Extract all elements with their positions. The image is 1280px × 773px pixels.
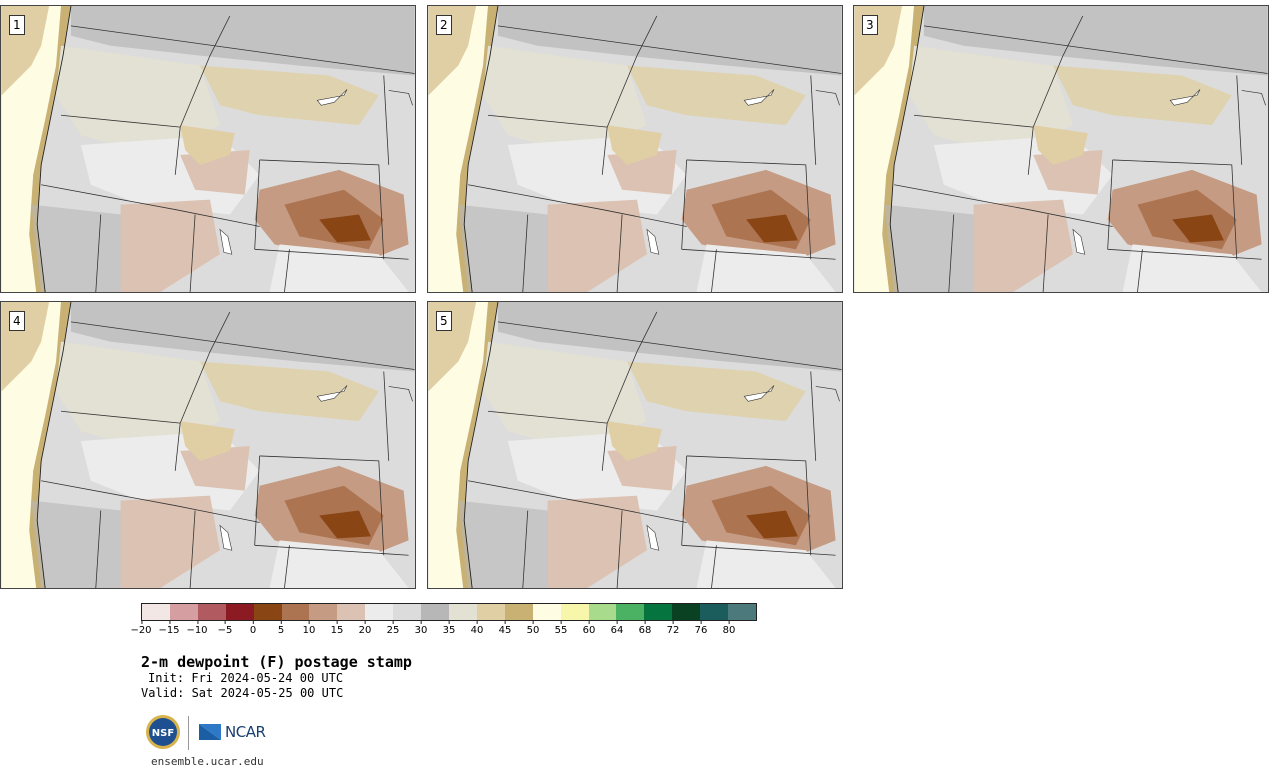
colorbar-tick-label: −5 [217,620,233,636]
dewpoint-colorbar [141,603,757,621]
colorbar-swatch [421,604,449,620]
logo-divider [188,716,189,750]
member-panel-2: 2 [427,5,843,293]
colorbar-swatch [616,604,645,620]
tick-text: −5 [217,625,233,636]
colorbar-swatch [365,604,394,620]
colorbar-swatch [700,604,729,620]
colorbar-swatch [309,604,338,620]
site-url: ensemble.ucar.edu [151,755,264,768]
member-panel-1: 1 [0,5,416,293]
colorbar-tick-label: 60 [582,620,596,636]
nsf-logo: NSF [146,715,180,749]
colorbar-swatch [728,604,756,620]
dewpoint-map [854,6,1268,292]
colorbar-swatch [504,604,533,620]
panel-label: 5 [436,311,452,331]
panel-label: 1 [9,15,25,35]
colorbar-swatch [142,604,170,620]
tick-text: 50 [526,625,540,636]
colorbar-tick-label: 45 [498,620,512,636]
tick-text: 25 [386,625,400,636]
colorbar-swatch [672,604,701,620]
colorbar-tick-label: 5 [278,620,284,636]
tick-text: 15 [330,625,344,636]
tick-text: 80 [722,625,736,636]
tick-text: 64 [610,625,624,636]
tick-text: 35 [442,625,456,636]
colorbar-tick-label: 0 [250,620,256,636]
tick-text: 40 [470,625,484,636]
tick-text: 5 [277,625,285,636]
tick-text: 10 [302,625,316,636]
colorbar-tick-label: 55 [554,620,568,636]
colorbar-swatch [532,604,561,620]
colorbar-swatch [253,604,282,620]
nsf-logo-text: NSF [152,728,174,739]
tick-text: 55 [554,625,568,636]
colorbar-tick-label: 15 [330,620,344,636]
tick-text: −20 [130,625,152,636]
colorbar-swatch [169,604,198,620]
panel-label: 2 [436,15,452,35]
colorbar-tick-label: −20 [130,620,152,636]
tick-text: 72 [666,625,680,636]
colorbar-tick-label: 68 [638,620,652,636]
tick-text: 45 [498,625,512,636]
ncar-logo-text: NCAR [225,723,266,741]
colorbar-swatch [588,604,617,620]
dewpoint-map [1,302,415,588]
colorbar-tick-label: 76 [694,620,708,636]
tick-text: 60 [582,625,596,636]
tick-text: 20 [358,625,372,636]
colorbar-swatch [560,604,589,620]
colorbar-swatch [448,604,477,620]
colorbar-ticks: −20 −15 −10 −5 0 5 10 15 20 25 30 35 40 45 50 55 60 64 68 7… [130,620,757,642]
colorbar-swatch [281,604,310,620]
product-title: 2-m dewpoint (F) postage stamp [141,653,412,671]
member-panel-4: 4 [0,301,416,589]
colorbar-swatch [393,604,422,620]
colorbar-tick-label: 64 [610,620,624,636]
member-panel-3: 3 [853,5,1269,293]
dewpoint-map [428,302,842,588]
tick-text: −15 [158,625,180,636]
valid-time: Valid: Sat 2024-05-25 00 UTC [141,686,344,700]
colorbar-tick-label: 50 [526,620,540,636]
colorbar-tick-label: 72 [666,620,680,636]
tick-text: 0 [249,625,257,636]
tick-text: 30 [414,625,428,636]
tick-text: 76 [694,625,708,636]
colorbar-tick-label: 10 [302,620,316,636]
colorbar-tick-label: 25 [386,620,400,636]
panel-label: 3 [862,15,878,35]
colorbar-tick-label: 80 [722,620,736,636]
colorbar-tick-label: 20 [358,620,372,636]
dewpoint-map [428,6,842,292]
colorbar-tick-label: −10 [186,620,208,636]
ncar-logo [199,724,221,740]
colorbar-tick-label: −15 [158,620,180,636]
tick-text: −10 [186,625,208,636]
panel-label: 4 [9,311,25,331]
tick-text: 68 [638,625,652,636]
colorbar-swatch [225,604,254,620]
colorbar-swatch [644,604,673,620]
colorbar-swatch [476,604,505,620]
colorbar-tick-label: 30 [414,620,428,636]
init-time: Init: Fri 2024-05-24 00 UTC [148,671,344,685]
colorbar-swatch [197,604,226,620]
colorbar-swatch [337,604,366,620]
colorbar-tick-label: 35 [442,620,456,636]
dewpoint-map [1,6,415,292]
colorbar-tick-label: 40 [470,620,484,636]
member-panel-5: 5 [427,301,843,589]
